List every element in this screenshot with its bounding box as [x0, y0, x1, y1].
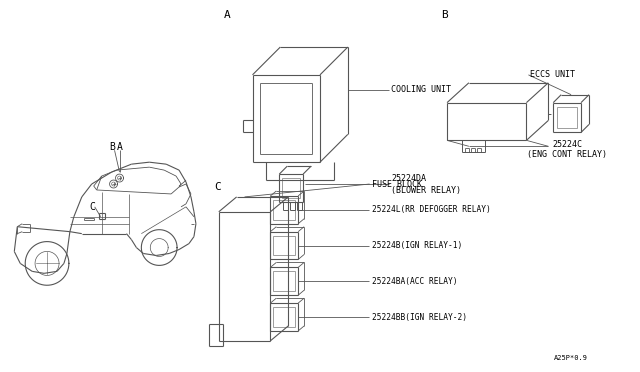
Text: 25224C: 25224C [552, 140, 582, 149]
Text: 25224B(IGN RELAY-1): 25224B(IGN RELAY-1) [372, 241, 462, 250]
Text: 25224BA(ACC RELAY): 25224BA(ACC RELAY) [372, 277, 457, 286]
Text: FUSE BLOCK: FUSE BLOCK [372, 180, 422, 189]
Text: A25P*0.9: A25P*0.9 [554, 355, 588, 361]
Text: A: A [116, 142, 122, 152]
Text: A: A [224, 10, 230, 20]
Text: 25224DA: 25224DA [392, 174, 426, 183]
Text: 25224BB(IGN RELAY-2): 25224BB(IGN RELAY-2) [372, 312, 467, 321]
Text: B: B [441, 10, 448, 20]
Text: C: C [214, 182, 221, 192]
Text: C: C [90, 202, 95, 212]
Text: B: B [109, 142, 115, 152]
Text: (BLOWER RELAY): (BLOWER RELAY) [392, 186, 461, 195]
Text: (ENG CONT RELAY): (ENG CONT RELAY) [527, 150, 607, 159]
Text: 25224L(RR DEFOGGER RELAY): 25224L(RR DEFOGGER RELAY) [372, 205, 490, 214]
Text: COOLING UNIT: COOLING UNIT [392, 85, 451, 94]
Text: ECCS UNIT: ECCS UNIT [531, 70, 575, 79]
